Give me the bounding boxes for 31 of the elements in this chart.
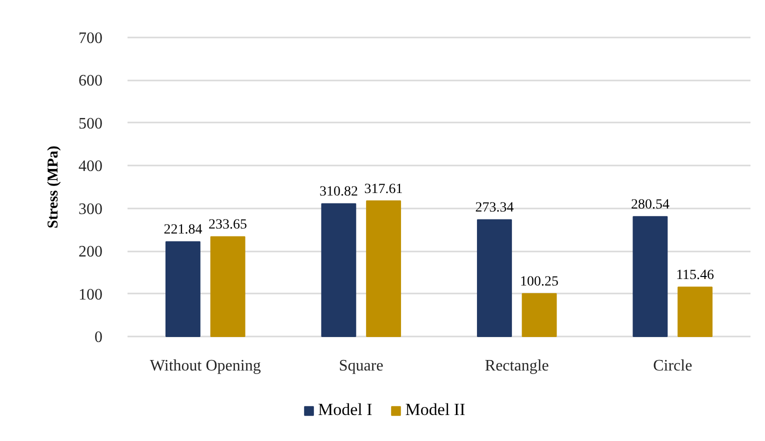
y-tick-label: 500 xyxy=(78,115,102,132)
data-label: 100.25 xyxy=(520,274,559,290)
bar xyxy=(321,203,356,338)
y-tick-label: 100 xyxy=(78,286,102,304)
y-axis-title: Stress (MPa) xyxy=(46,146,62,228)
y-tick-label: 700 xyxy=(78,30,102,47)
bar xyxy=(210,236,246,338)
data-label: 280.54 xyxy=(630,198,670,213)
bar xyxy=(165,241,200,338)
x-tick-label: Without Opening xyxy=(150,358,261,374)
x-tick-label: Rectangle xyxy=(484,358,549,374)
data-label: 221.84 xyxy=(164,222,202,238)
data-label: 233.65 xyxy=(208,218,248,233)
bar xyxy=(522,293,557,338)
y-tick-label: 0 xyxy=(94,329,102,346)
bar xyxy=(632,216,668,338)
data-label: 310.82 xyxy=(319,184,358,200)
bar xyxy=(476,219,512,338)
legend-label: Model II xyxy=(405,400,466,420)
data-label: 273.34 xyxy=(475,200,514,216)
x-tick-label: Circle xyxy=(653,358,692,374)
y-tick-label: 300 xyxy=(78,200,102,218)
legend-label: Model I xyxy=(318,400,372,420)
bar xyxy=(366,200,402,338)
y-tick-label: 400 xyxy=(78,158,102,176)
data-label: 115.46 xyxy=(676,268,714,284)
bar xyxy=(678,286,713,338)
y-tick-label: 600 xyxy=(78,72,102,90)
x-tick-label: Square xyxy=(338,358,384,374)
data-label: 317.61 xyxy=(364,182,403,197)
y-tick-label: 200 xyxy=(78,244,102,261)
